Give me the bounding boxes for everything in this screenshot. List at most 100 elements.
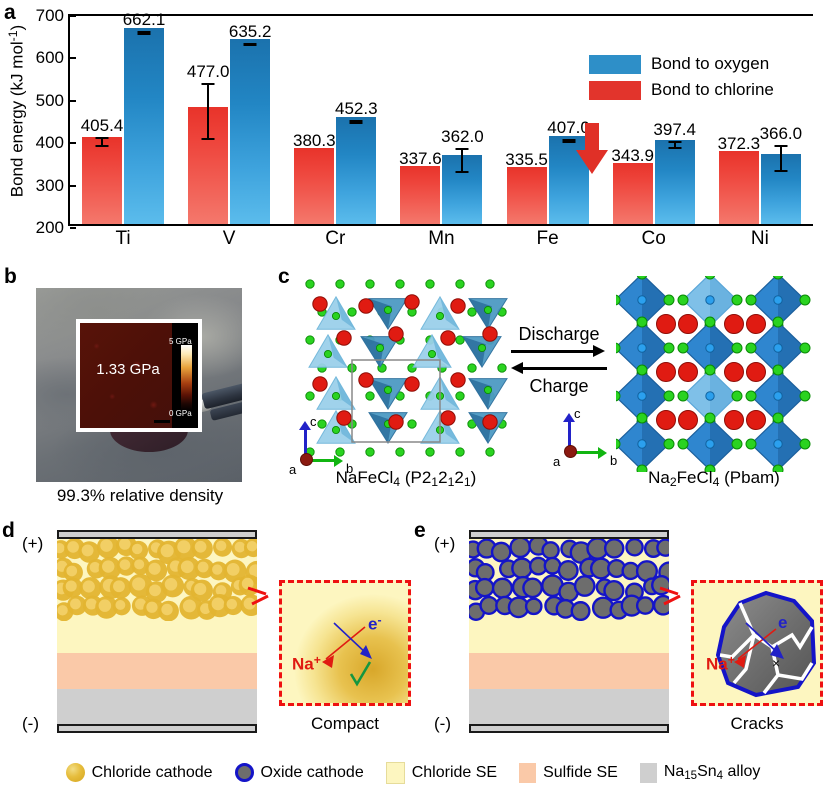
sulfide-se-swatch — [519, 762, 537, 783]
na-ion-label-e: Na+ — [706, 653, 735, 674]
cross-mark-e: × — [772, 655, 781, 671]
panel-c: c c b a NaFeCl4 (P212121) Discharge — [276, 262, 826, 520]
error-cap-Cr-upper — [349, 119, 363, 122]
value-label-Co-chlorine: 343.9 — [611, 145, 654, 165]
x-tick-label-Fe: Fe — [536, 228, 559, 249]
bar-Fe-chlorine — [506, 166, 547, 224]
axis-label-b-right: b — [610, 453, 618, 468]
y-tick-mark-300 — [70, 184, 76, 187]
structure-label-left: NaFeCl4 (P212121) — [335, 468, 477, 490]
y-tick-label-400: 400 — [35, 133, 64, 153]
legend-item-oxygen: Bond to oxygen — [589, 54, 774, 74]
panel-a-letter: a — [4, 1, 16, 24]
value-label-Fe-chlorine: 335.5 — [505, 149, 548, 169]
alloy-layer-e — [469, 689, 669, 726]
negative-terminal-label-d: (-) — [22, 714, 39, 733]
panel-e-letter: e — [414, 519, 426, 542]
axis-b-arrowhead-left — [334, 455, 343, 467]
colorbar-max-label: 5 GPa — [169, 337, 192, 346]
panel-a: a Bond energy (kJ mol-1) 200 300 400 500 600… — [0, 0, 826, 262]
sulfide-se-layer-d — [57, 653, 257, 689]
axis-c-arrowhead-right — [563, 413, 575, 422]
bar-Co-chlorine — [612, 163, 653, 224]
axis-c-arrowhead-left — [299, 421, 311, 430]
error-cap-V-upper — [201, 83, 215, 86]
legend-label-sulfide-se-swatch: Sulfide SE — [543, 763, 618, 781]
bar-group-V: 477.0 635.2 V — [176, 16, 282, 249]
panel-b-caption: 99.3% relative density — [56, 486, 224, 505]
y-tick-mark-700 — [70, 15, 76, 17]
na-ion-label-d: Na+ — [292, 653, 321, 674]
current-collector-top-e — [469, 530, 669, 539]
bar-Co-oxygen — [654, 140, 695, 224]
chloride-cathode-particles-d — [57, 539, 257, 621]
callout-connector-e — [659, 586, 681, 606]
value-label-V-chlorine: 477.0 — [186, 62, 230, 82]
value-label-Ni-oxygen: 366.0 — [759, 124, 803, 144]
oxide-cathode-particles-e — [469, 539, 669, 621]
error-cap-V-upper — [243, 42, 257, 45]
panel-c-letter: c — [278, 265, 290, 288]
value-label-Cr-oxygen: 452.3 — [335, 98, 378, 118]
axis-a-right — [564, 445, 577, 458]
y-tick-label-500: 500 — [35, 90, 64, 110]
value-label-Fe-oxygen: 407.0 — [547, 118, 590, 138]
error-cap-Mn-lower — [455, 170, 469, 173]
oxide-cathode-swatch — [234, 763, 254, 782]
axis-label-a-left: a — [289, 462, 297, 477]
inset-compact-d: Na+ e- — [279, 580, 411, 706]
axis-c-left — [304, 428, 307, 460]
alloy-layer-d — [57, 689, 257, 726]
current-collector-top-d — [57, 530, 257, 539]
value-label-V-oxygen: 635.2 — [228, 21, 272, 41]
axis-a-left — [300, 453, 313, 466]
y-tick-mark-200 — [70, 227, 76, 229]
inset-caption-d: Compact — [310, 714, 380, 733]
axis-label-a-right: a — [553, 454, 561, 469]
legend-item-sulfide-se-swatch: Sulfide SE — [519, 762, 618, 783]
bar-V-oxygen — [230, 39, 271, 224]
error-cap-Ni-lower — [774, 169, 788, 172]
arrow-forward — [511, 345, 607, 357]
error-cap-V-lower — [201, 137, 215, 140]
y-tick-label-300: 300 — [35, 175, 64, 195]
y-tick-mark-400 — [70, 142, 76, 145]
legend-label-oxide-cathode-swatch: Oxide cathode — [260, 763, 364, 781]
legend-item-chloride-cathode-swatch: Chloride cathode — [65, 763, 213, 782]
error-cap-Fe-lower — [562, 141, 576, 144]
positive-terminal-label-d: (+) — [22, 534, 44, 553]
error-cap-Fe-upper — [562, 139, 576, 142]
value-label-Cr-chlorine: 380.3 — [293, 130, 336, 150]
bar-group-Fe: 335.5 407.0 Fe — [495, 16, 601, 249]
pellet-photograph: 1.33 GPa 5 GPa 0 GPa — [36, 288, 242, 482]
error-bar-Co-oxygen — [673, 141, 676, 148]
error-cap-Ni-upper — [774, 145, 788, 148]
error-cap-Co-lower — [668, 147, 682, 150]
chloride-se-swatch — [385, 761, 405, 784]
error-bar-Ti-chlorine — [101, 137, 103, 145]
bar-Ni-chlorine — [718, 150, 759, 224]
cracked-particle-e — [715, 590, 817, 698]
x-tick-label-Ni: Ni — [750, 228, 769, 249]
y-tick-mark-600 — [70, 57, 76, 60]
structure-label-right: Na2FeCl4 (Pbam) — [648, 468, 780, 490]
reaction-arrows: Discharge Charge — [511, 324, 607, 397]
value-label-Mn-chlorine: 337.6 — [399, 148, 442, 168]
error-cap-Ti-lower — [95, 144, 109, 147]
axis-c-right — [568, 420, 571, 452]
arrow-forward-line — [511, 350, 595, 353]
legend-item-na15sn4-swatch: Na15Sn4 alloy — [639, 762, 760, 783]
error-bar-Ni-oxygen — [779, 145, 782, 170]
x-tick-label-Ti: Ti — [115, 228, 131, 249]
panel-b: b 1.33 GPa 5 GPa 0 GPa 99.3% — [0, 262, 280, 520]
error-cap-Cr-lower — [349, 122, 363, 125]
legend-swatch-oxygen — [589, 54, 641, 74]
chart-legend: Bond to oxygen Bond to chlorine — [589, 54, 774, 106]
negative-terminal-label-e: (-) — [434, 714, 451, 733]
red-down-arrow-icon — [576, 123, 608, 174]
axes-indicator-left: c b a — [289, 414, 353, 477]
value-label-Ni-chlorine: 372.3 — [717, 133, 761, 153]
bar-group-Mn: 337.6 362.0 Mn — [388, 16, 494, 249]
afm-hardness-value: 1.33 GPa — [96, 361, 160, 378]
bar-Cr-chlorine — [294, 147, 335, 224]
